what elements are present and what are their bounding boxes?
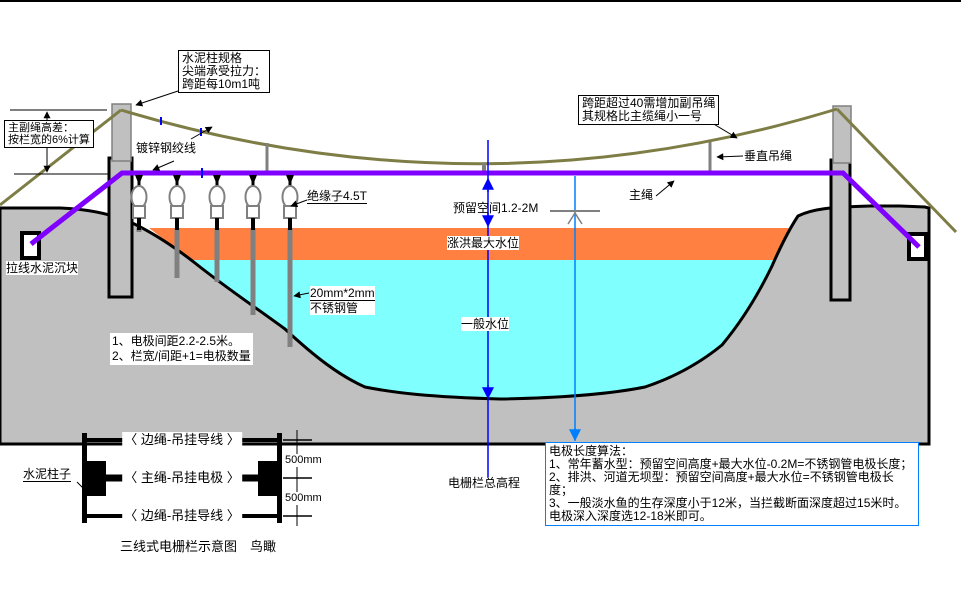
electrode-assembly-group [130,175,299,347]
algorithm-title: 电极长度算法： [549,444,634,458]
electrode-spacing-notes: 1、电极间距2.2-2.5米。 2、栏宽/间距+1=电极数量 [110,333,253,365]
post-spec-leader-arrow [135,90,179,107]
cement-post-spec-note: 水泥柱规格 尖端承受拉力： 跨距每10m1吨 [178,50,271,93]
suspension-cable-catenary [120,107,838,166]
post-spec-line1: 水泥柱规格 [182,51,243,65]
vertical-suspension-rope-label: 垂直吊绳 [744,149,793,163]
algorithm-item: 1、常年蓄水型：预留空间高度+最大水位-0.2M=不锈钢管电极长度； [549,457,913,471]
plan-right-post-bar [277,433,282,523]
plan-wire-label-bottom: 〈 边绳-吊挂导线 〉 [122,508,242,523]
insulator-leader-arrow [290,199,308,208]
aux-rope-line1: 跨距超过40需增加副吊绳 [582,96,716,110]
aux-rope-leader-arrow [711,122,738,139]
insulator-unit [168,175,186,230]
terrain-cross-section [0,204,931,446]
electrode-note-line2: 2、栏宽/间距+1=电极数量 [112,349,251,363]
suspension-cable-left-anchor-segment [0,108,122,207]
stainless-steel-tube-label: 20mm*2mm 不锈钢管 [310,286,375,315]
right-post-buried-section [829,158,852,302]
electrode-length-dimension-line [550,176,600,442]
algorithm-item: 2、排洪、河道无坝型：预留空间高度+最大水位=不锈钢管电极长度； [549,470,894,497]
plan-dim-500mm-upper: 500mm [285,454,322,467]
suspension-cable-right-anchor-segment [835,107,958,234]
electrode-note-line1: 1、电极间距2.2-2.5米。 [112,334,241,348]
insulator-unit [130,175,148,230]
steel-tube-name-line: 不锈钢管 [310,301,359,315]
plan-left-clamp-block [87,461,106,496]
main-rope-leader-arrow [655,180,675,197]
insulator-unit [281,175,299,230]
galvanized-steel-strand-label: 镀锌钢绞线 [136,141,197,155]
plan-view-post-label: 水泥柱子 [23,467,72,482]
plan-caption: 三线式电栅栏示意图 鸟瞰 [120,539,277,554]
insulator-unit [244,175,262,230]
algorithm-item: 3、一般淡水鱼的生存深度小于12米，当拦截断面深度超过15米时。电极深入深度选1… [549,496,907,523]
fence-total-elevation-label: 电栅栏总高程 [448,476,521,490]
plan-wire-label-top: 〈 边绳-吊挂导线 〉 [122,432,242,447]
max-flood-level-label: 涨洪最大水位 [447,236,520,250]
normal-water-level-label: 一般水位 [461,317,510,331]
main-rope-line [29,170,921,249]
plan-right-clamp-block [258,461,277,496]
post-spec-line2: 尖端承受拉力： [182,64,267,78]
plan-wire-label-middle: 〈 主绳-吊挂电极 〉 [122,470,242,485]
rope-height-diff-line1: 主副绳高差： [8,122,74,134]
electrode-length-algorithm-box: 电极长度算法： 1、常年蓄水型：预留空间高度+最大水位-0.2M=不锈钢管电极长… [545,442,919,526]
left-cement-post [111,103,132,162]
aux-rope-line2: 其规格比主缆绳小一号 [582,109,703,123]
galvanized-wire-leader-arrow-up [190,126,213,140]
steel-tube-size-line: 20mm*2mm [310,286,375,301]
plan-post-label-pointer [76,481,85,490]
insulator-label: 绝缘子4.5T [307,189,368,204]
anchor-sinker-label: 拉线水泥沉块 [6,261,79,275]
post-spec-line3: 跨距每10m1吨 [182,77,261,91]
reserved-space-label: 预留空间1.2-2M [453,201,539,215]
vertical-hanger-leader-arrow [716,153,744,161]
steel-tube-leader-arrow [293,291,310,299]
main-rope-label: 主绳 [629,188,654,202]
rope-height-difference-note: 主副绳高差： 按栏宽的6%计算 [4,120,94,148]
plan-left-post-bar [82,433,87,523]
rope-height-diff-line2: 按栏宽的6%计算 [8,134,90,146]
auxiliary-suspension-rope-note: 跨距超过40需增加副吊绳 其规格比主缆绳小一号 [578,95,720,125]
plan-dim-500mm-lower: 500mm [285,492,322,505]
insulator-unit [208,175,226,230]
galvanized-wire-leader-arrow-down [152,160,175,171]
